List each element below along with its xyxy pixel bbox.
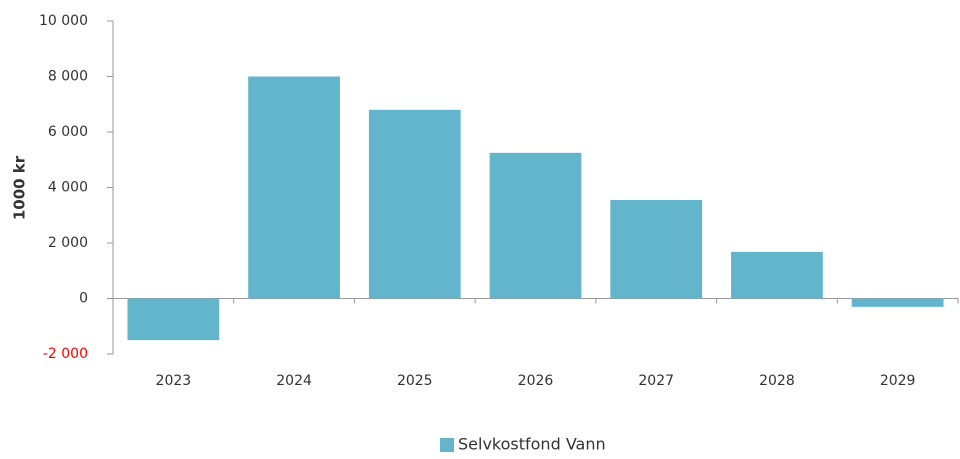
x-tick-label: 2024 [276,373,312,389]
bar [489,152,582,299]
x-tick-label: 2025 [397,373,433,389]
y-tick-label: 4 000 [48,180,88,196]
x-tick-label: 2023 [156,373,192,389]
bar [731,251,823,299]
legend-swatch [440,438,454,452]
x-tick-label: 2027 [638,373,674,389]
bar [127,298,220,341]
x-tick-label: 2026 [518,373,554,389]
legend-label: Selvkostfond Vann [458,435,606,454]
bar [610,199,703,299]
y-axis-label: 1000 kr [11,155,29,220]
y-tick-label: 2 000 [48,235,88,251]
y-tick-label: 10 000 [39,13,88,29]
x-tick-label: 2028 [759,373,795,389]
bar [368,109,461,299]
bar [248,76,340,299]
y-tick-label: 6 000 [48,124,88,140]
x-tick-label: 2029 [880,373,916,389]
y-tick-label: 8 000 [48,69,88,85]
bar [851,298,944,307]
y-tick-label: -2 000 [43,346,88,362]
y-tick-label: 0 [79,291,88,307]
